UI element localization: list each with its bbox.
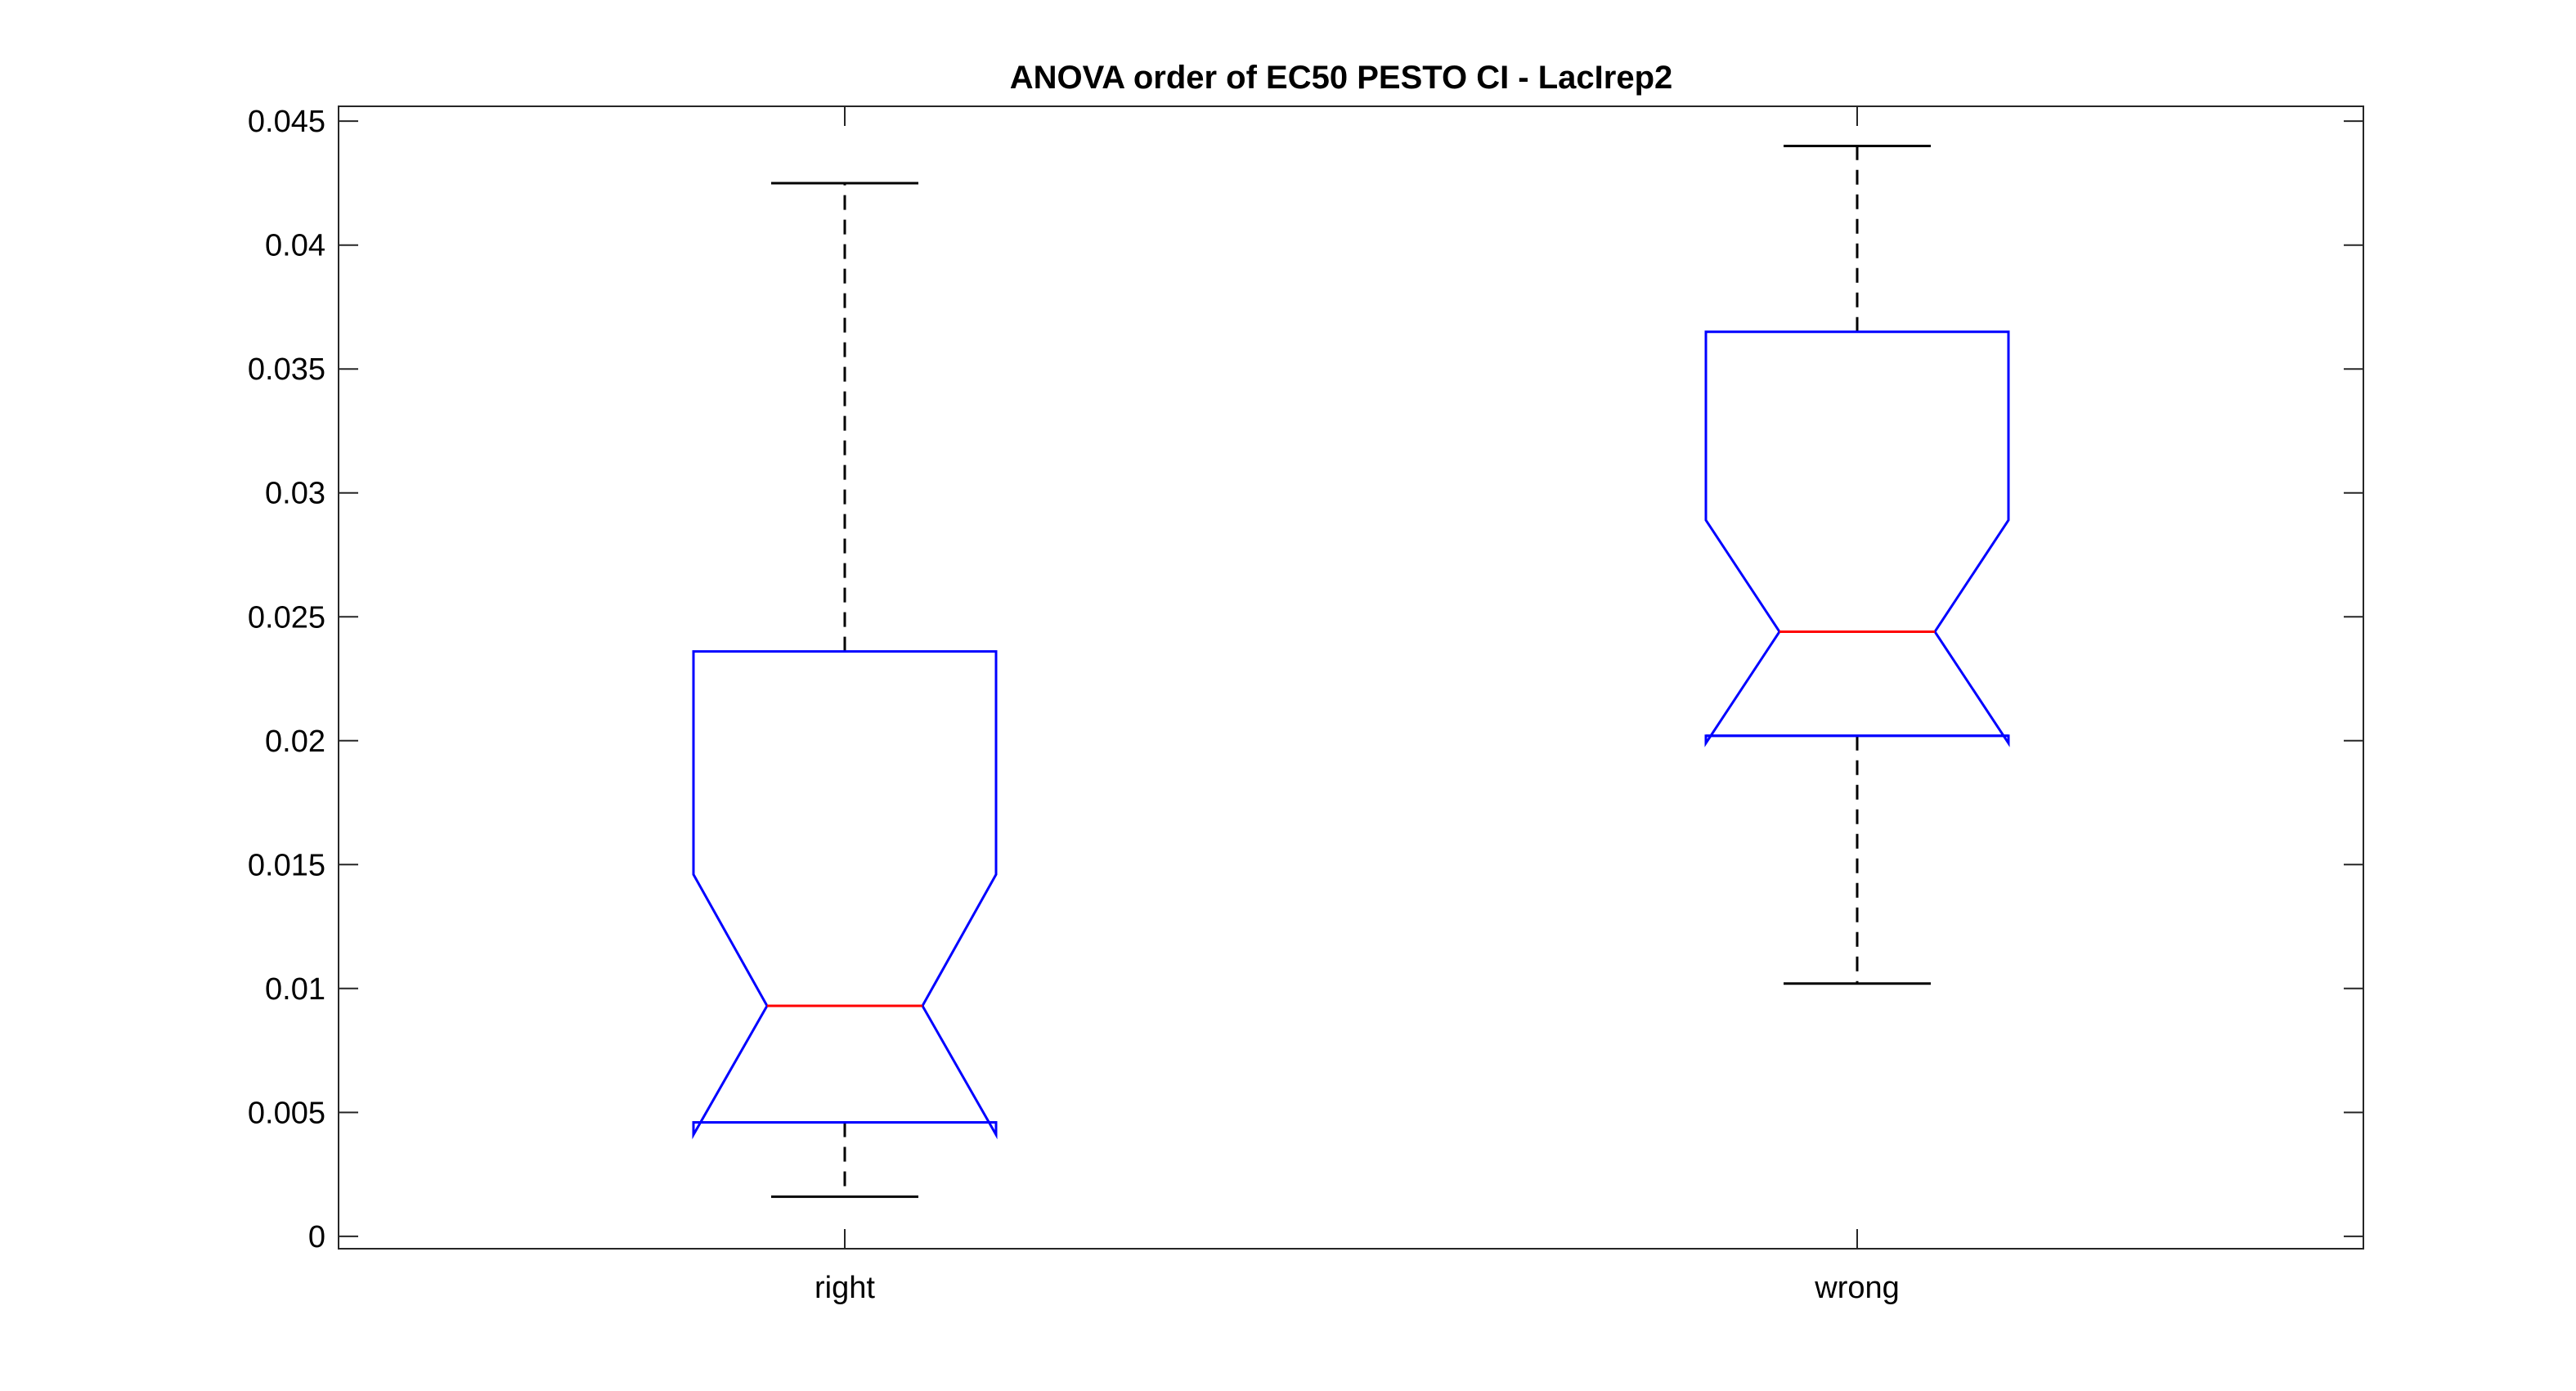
y-tick-label: 0 xyxy=(308,1220,325,1254)
y-tick-label: 0.01 xyxy=(265,972,325,1007)
plot-area: 0 0.005 0.01 0.015 0.02 0.025 0.03 0.035 0.04 0.0… xyxy=(248,105,2364,1305)
y-tick-label: 0.015 xyxy=(248,848,325,882)
chart-title: ANOVA order of EC50 PESTO CI - LacIrep2 xyxy=(1010,60,1673,96)
y-tick-label: 0.02 xyxy=(265,725,325,759)
y-tick-label: 0.045 xyxy=(248,105,325,139)
y-tick-label: 0.04 xyxy=(265,229,325,263)
x-tick-label: wrong xyxy=(1814,1271,1900,1305)
axes-frame xyxy=(338,105,2364,1250)
y-tick-label: 0.005 xyxy=(248,1096,325,1130)
y-tick-label: 0.035 xyxy=(248,352,325,387)
y-tick-label: 0.025 xyxy=(248,600,325,635)
x-tick-label: right xyxy=(815,1271,875,1305)
y-tick-label: 0.03 xyxy=(265,477,325,511)
